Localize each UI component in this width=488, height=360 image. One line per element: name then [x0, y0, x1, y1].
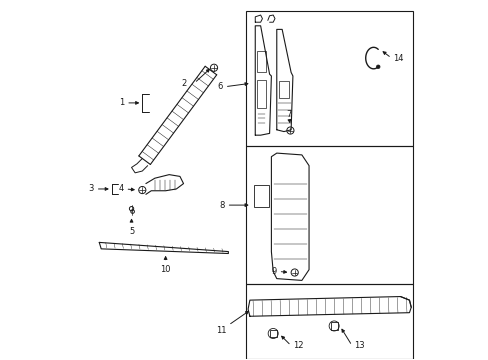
Text: 7: 7 [286, 110, 291, 119]
Text: 11: 11 [216, 326, 226, 335]
Text: 6: 6 [217, 82, 223, 91]
Text: 13: 13 [353, 341, 364, 350]
Text: 12: 12 [292, 341, 303, 350]
Bar [246, 284, 412, 359]
Bar [257, 80, 265, 108]
Bar [278, 81, 289, 98]
Text: 9: 9 [271, 267, 276, 276]
Bar [246, 12, 412, 146]
Bar [246, 146, 412, 284]
Bar [330, 322, 337, 329]
Text: 1: 1 [119, 98, 124, 107]
Text: 4: 4 [118, 184, 123, 193]
Text: 5: 5 [129, 226, 134, 235]
Text: 2: 2 [182, 79, 187, 88]
Circle shape [376, 65, 379, 68]
Text: 8: 8 [219, 201, 224, 210]
Bar [254, 185, 268, 207]
Bar [269, 330, 276, 337]
Text: 10: 10 [160, 265, 170, 274]
Text: 3: 3 [88, 184, 94, 193]
Text: 14: 14 [392, 54, 403, 63]
Bar [257, 51, 265, 72]
